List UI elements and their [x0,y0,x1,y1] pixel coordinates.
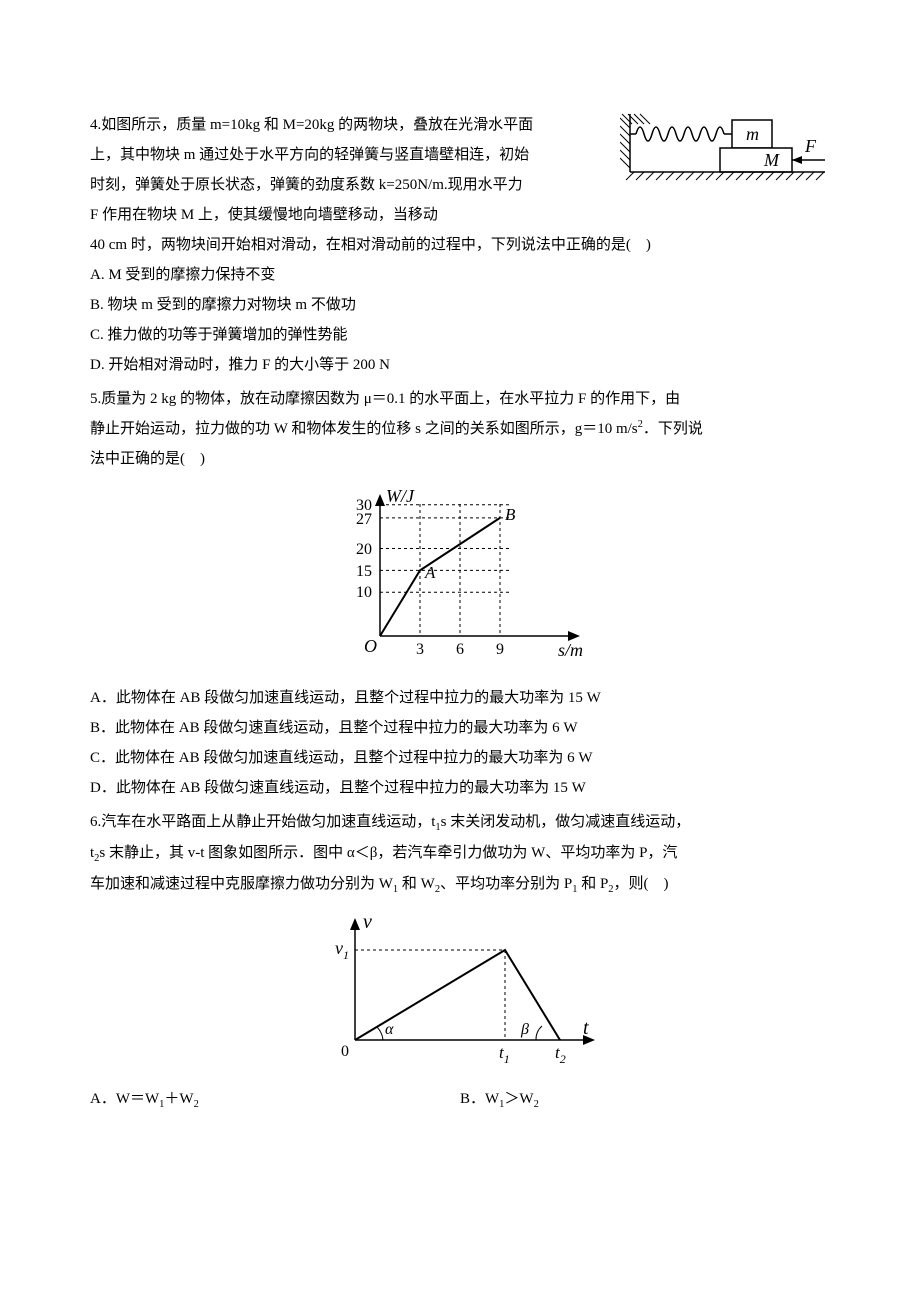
q6-line-1: 6.汽车在水平路面上从静止开始做匀加速直线运动，t1s 末关闭发动机，做匀减速直… [90,807,830,838]
ytick-20: 20 [356,541,372,558]
q5-chart-wrap: A B 30 27 20 15 10 3 6 9 O W/J s/m [90,484,830,675]
q5-line-3: 法中正确的是( ) [90,444,830,474]
q5-option-c: C．此物体在 AB 段做匀加速直线运动，且整个过程中拉力的最大功率为 6 W [90,743,830,773]
label-big-m: M [763,150,780,170]
q5-chart: A B 30 27 20 15 10 3 6 9 O W/J s/m [310,484,610,664]
q4-option-a: A. M 受到的摩擦力保持不变 [90,260,830,290]
question-4: m M F 4.如图所示，质量 m=10kg 和 M=20kg 的两物块， [90,110,830,380]
label-m: m [746,124,759,144]
q4-line-5: 40 cm 时，两物块间开始相对滑动，在相对滑动前的过程中，下列说法中正确的是(… [90,230,830,260]
q6-option-a: A．W＝W1＋W2 [90,1084,460,1115]
question-6: 6.汽车在水平路面上从静止开始做匀加速直线运动，t1s 末关闭发动机，做匀减速直… [90,807,830,1115]
q6-option-b: B．W1＞W2 [460,1084,830,1115]
spring-block-diagram: m M F [620,110,830,190]
q6-l2-mid: s 末静止，其 v-t 图象如图所示．图中 α＜β，若汽车牵引力做功为 W、平均… [99,845,677,861]
q4-option-c: C. 推力做的功等于弹簧增加的弹性势能 [90,320,830,350]
q6-options-row: A．W＝W1＋W2 B．W1＞W2 [90,1084,830,1115]
q6-l1-mid: s 末关闭发动机，做匀减速直线运动， [441,814,691,830]
document-page: m M F 4.如图所示，质量 m=10kg 和 M=20kg 的两物块， [0,0,920,1159]
q6-a-mid: ＋W [164,1091,193,1107]
beta-label: β [520,1021,529,1038]
q6-b-pre: B．W [460,1091,499,1107]
q6-l1-pre: 6.汽车在水平路面上从静止开始做匀加速直线运动，t [90,814,435,830]
origin-o: O [364,636,377,656]
alpha-label: α [385,1021,394,1038]
q4-options: A. M 受到的摩擦力保持不变 B. 物块 m 受到的摩擦力对物块 m 不做功 … [90,260,830,380]
q6-chart-wrap: α β v1 v t 0 t1 t2 [90,910,830,1076]
point-b-label: B [505,505,516,524]
t2-label: t2 [555,1043,566,1065]
q6-l3-post: ，则( ) [614,876,669,892]
q5-option-d: D．此物体在 AB 段做匀速直线运动，且整个过程中拉力的最大功率为 15 W [90,773,830,803]
q4-option-b: B. 物块 m 受到的摩擦力对物块 m 不做功 [90,290,830,320]
q4-figure: m M F [620,110,830,201]
xtick-9: 9 [496,641,504,658]
xlabel: s/m [558,640,583,660]
q5-option-b: B．此物体在 AB 段做匀速直线运动，且整个过程中拉力的最大功率为 6 W [90,713,830,743]
t-axis-label: t [583,1017,589,1039]
q6-chart: α β v1 v t 0 t1 t2 [315,910,605,1065]
xtick-6: 6 [456,641,464,658]
q6-l3-pre: 车加速和减速过程中克服摩擦力做功分别为 W [90,876,393,892]
q5-line-2: 静止开始运动，拉力做的功 W 和物体发生的位移 s 之间的关系如图所示，g＝10… [90,414,830,444]
ylabel: W/J [386,486,415,506]
q6-l3-m3: 和 P [577,876,608,892]
ytick-27: 27 [356,511,372,528]
ytick-10: 10 [356,584,372,601]
point-a-label: A [424,563,436,582]
q6-a-pre: A．W＝W [90,1091,159,1107]
q5-l2-pre: 静止开始运动，拉力做的功 W 和物体发生的位移 s 之间的关系如图所示，g＝10… [90,421,638,437]
t1-label: t1 [499,1043,510,1065]
v1-label: v1 [335,938,349,962]
q6-l3-m1: 和 W [398,876,435,892]
v-axis-label: v [363,911,372,933]
q6-a-s2: 2 [194,1099,199,1110]
q5-option-a: A．此物体在 AB 段做匀加速直线运动，且整个过程中拉力的最大功率为 15 W [90,683,830,713]
q4-option-d: D. 开始相对滑动时，推力 F 的大小等于 200 N [90,350,830,380]
q6-l3-m2: 、平均功率分别为 P [440,876,572,892]
ytick-15: 15 [356,563,372,580]
q6-line-2: t2s 末静止，其 v-t 图象如图所示．图中 α＜β，若汽车牵引力做功为 W、… [90,838,830,869]
origin-0: 0 [341,1043,349,1060]
q6-line-3: 车加速和减速过程中克服摩擦力做功分别为 W1 和 W2、平均功率分别为 P1 和… [90,869,830,900]
xtick-3: 3 [416,641,424,658]
q5-options: A．此物体在 AB 段做匀加速直线运动，且整个过程中拉力的最大功率为 15 W … [90,683,830,803]
q4-line-4: F 作用在物块 M 上，使其缓慢地向墙壁移动，当移动 [90,200,830,230]
q6-b-mid: ＞W [504,1091,533,1107]
question-5: 5.质量为 2 kg 的物体，放在动摩擦因数为 μ＝0.1 的水平面上，在水平拉… [90,384,830,803]
q5-line-1: 5.质量为 2 kg 的物体，放在动摩擦因数为 μ＝0.1 的水平面上，在水平拉… [90,384,830,414]
q5-l2-post: ．下列说 [643,421,703,437]
q6-b-s2: 2 [534,1099,539,1110]
label-f: F [804,136,817,156]
